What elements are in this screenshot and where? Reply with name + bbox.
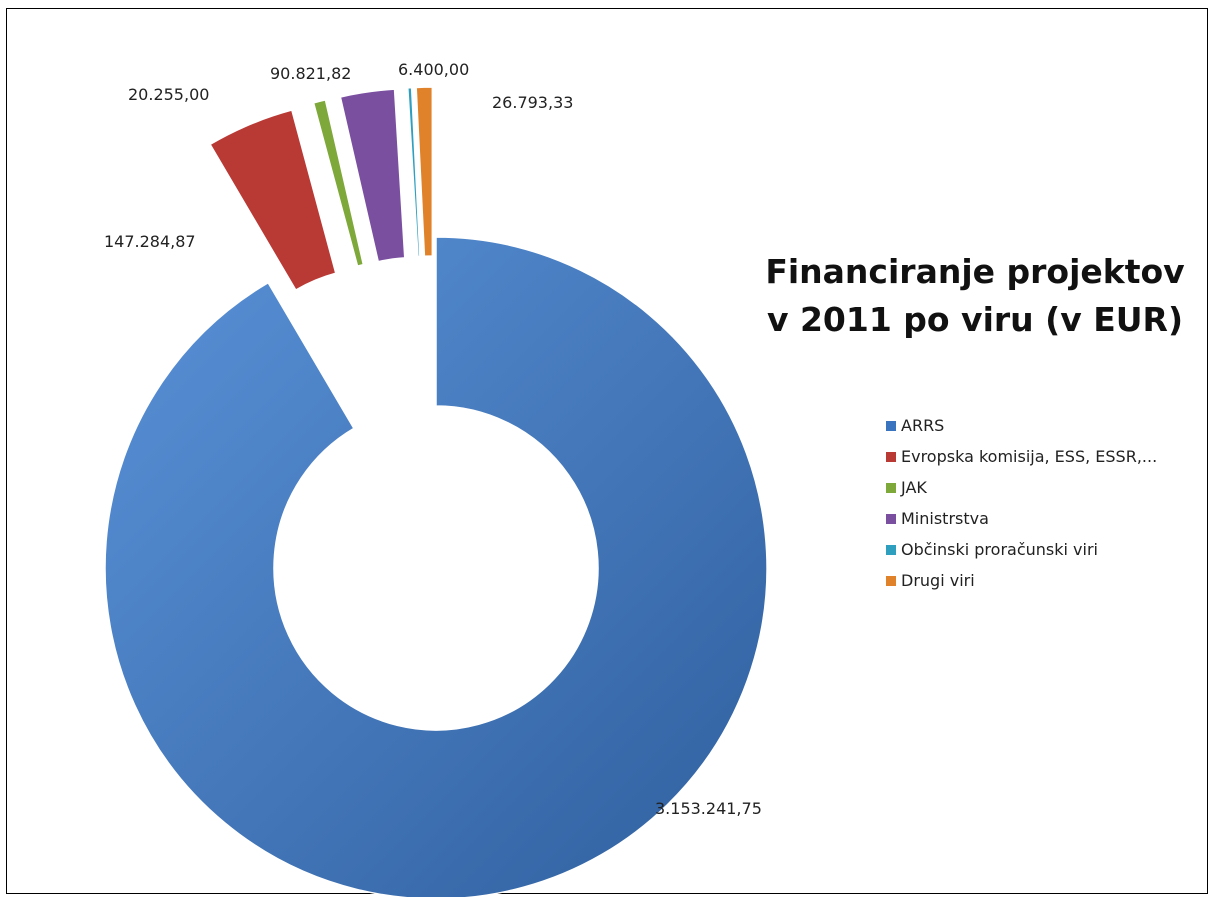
data-label-5: 26.793,33 (492, 93, 573, 112)
legend-swatch (886, 544, 896, 555)
data-label-1: 147.284,87 (104, 232, 196, 251)
slice-2 (312, 99, 365, 267)
legend-label: Občinski proračunski viri (901, 540, 1098, 559)
slice-0 (104, 236, 768, 897)
data-label-0: 3.153.241,75 (655, 799, 762, 818)
legend-swatch (886, 513, 896, 524)
legend-item-jak: JAK (886, 472, 1157, 503)
data-label-3: 90.821,82 (270, 64, 351, 83)
legend-item-ministrstva: Ministrstva (886, 503, 1157, 534)
slice-5 (415, 86, 434, 258)
legend-swatch (886, 451, 896, 462)
slice-4 (406, 86, 421, 258)
chart-title-line-2: v 2011 po viru (v EUR) (766, 300, 1184, 339)
legend-swatch (886, 482, 896, 493)
legend-item-evropska-komisija: Evropska komisija, ESS, ESSR,... (886, 441, 1157, 472)
legend-label: JAK (901, 478, 927, 497)
data-label-4: 6.400,00 (398, 60, 469, 79)
legend-item-obcinski-viri: Občinski proračunski viri (886, 534, 1157, 565)
legend-item-drugi-viri: Drugi viri (886, 565, 1157, 596)
legend-item-arrs: ARRS (886, 410, 1157, 441)
slice-3 (339, 88, 406, 263)
legend-label: Drugi viri (901, 571, 975, 590)
legend-swatch (886, 575, 896, 586)
data-label-2: 20.255,00 (128, 85, 209, 104)
chart-title: Financiranje projektov v 2011 po viru (v… (740, 248, 1210, 344)
legend-label: Evropska komisija, ESS, ESSR,... (901, 447, 1158, 466)
legend-label: ARRS (901, 416, 945, 435)
legend-swatch (886, 420, 896, 431)
chart-title-line-1: Financiranje projektov (765, 252, 1185, 291)
chart-legend: ARRS Evropska komisija, ESS, ESSR,... JA… (886, 410, 1157, 596)
slice-1 (209, 109, 337, 292)
legend-label: Ministrstva (901, 509, 989, 528)
